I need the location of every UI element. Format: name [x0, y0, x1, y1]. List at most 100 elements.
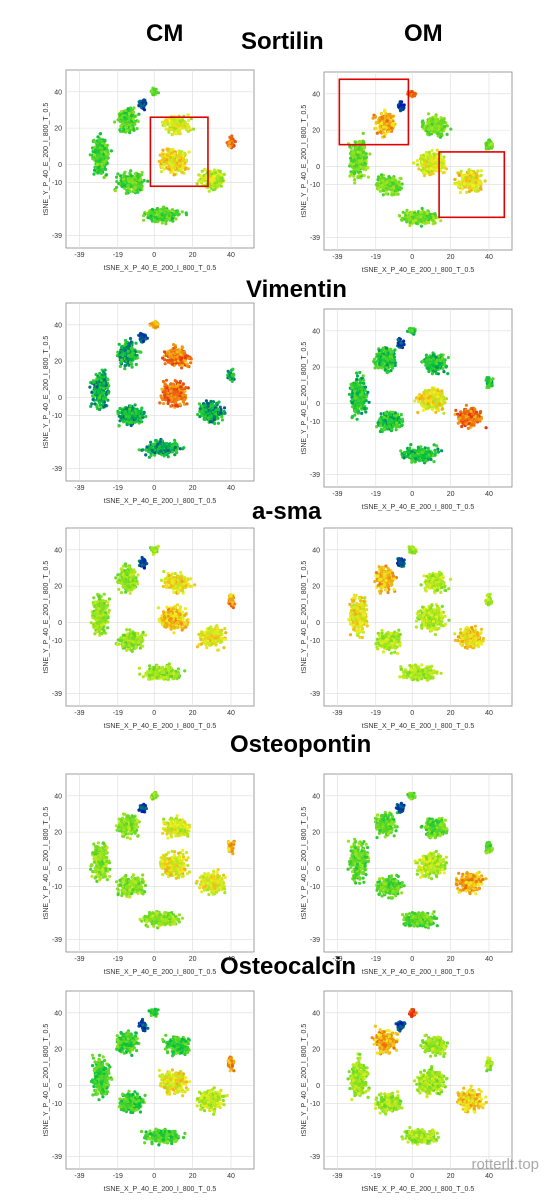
- scatter-point: [468, 186, 471, 189]
- scatter-point: [470, 171, 473, 174]
- x-tick-label: -19: [113, 485, 123, 492]
- scatter-point: [165, 128, 168, 131]
- scatter-point: [368, 152, 371, 155]
- scatter-point: [128, 415, 131, 418]
- y-tick-label: 20: [54, 126, 62, 133]
- y-tick-label: 20: [54, 359, 62, 366]
- scatter-point: [169, 443, 172, 446]
- scatter-point: [412, 161, 415, 164]
- scatter-point: [408, 224, 411, 227]
- scatter-point: [103, 161, 106, 164]
- scatter-point: [189, 361, 192, 364]
- scatter-point: [142, 219, 145, 222]
- scatter-point: [428, 151, 431, 154]
- scatter-point: [423, 159, 426, 162]
- scatter-point: [161, 149, 164, 152]
- scatter-point: [132, 355, 135, 358]
- scatter-point: [175, 451, 178, 454]
- scatter-point: [92, 173, 95, 176]
- scatter-point: [133, 123, 136, 126]
- scatter-point: [101, 373, 104, 376]
- scatter-point: [171, 217, 174, 220]
- scatter-point: [384, 116, 387, 119]
- scatter-point: [103, 140, 106, 143]
- scatter-point: [163, 214, 166, 217]
- scatter-point: [121, 122, 124, 125]
- scatter-point: [409, 218, 412, 221]
- scatter-point: [428, 123, 431, 126]
- scatter-point: [425, 165, 428, 168]
- scatter-point: [131, 412, 134, 415]
- scatter-point: [463, 182, 466, 185]
- scatter-point: [395, 185, 398, 188]
- scatter-point: [171, 363, 174, 366]
- scatter-point: [101, 400, 104, 403]
- scatter-point: [358, 160, 361, 163]
- scatter-point: [428, 127, 431, 130]
- scatter-point: [419, 215, 422, 218]
- scatter-point: [130, 185, 133, 188]
- scatter-point: [377, 175, 380, 178]
- scatter-point: [360, 148, 363, 151]
- y-tick-label: 0: [316, 164, 320, 171]
- scatter-point: [472, 176, 475, 179]
- scatter-point: [196, 182, 199, 185]
- scatter-point: [93, 402, 96, 405]
- scatter-point: [96, 171, 99, 174]
- scatter-point: [385, 181, 388, 184]
- scatter-point: [91, 157, 94, 160]
- scatter-point: [217, 180, 220, 183]
- scatter-point: [103, 372, 106, 375]
- scatter-point: [419, 157, 422, 160]
- scatter-point: [103, 176, 106, 179]
- x-axis-label: tSNE_X_P_40_E_200_I_800_T_0.5: [362, 267, 475, 274]
- scatter-point: [134, 172, 137, 175]
- scatter-point: [430, 167, 433, 170]
- scatter-point: [144, 337, 147, 340]
- scatter-point: [118, 343, 121, 346]
- y-tick-label: -39: [310, 235, 320, 242]
- scatter-point: [445, 167, 448, 170]
- scatter-point: [161, 153, 164, 156]
- scatter-point: [354, 140, 357, 143]
- scatter-point: [113, 120, 116, 123]
- scatter-point: [121, 130, 124, 133]
- y-tick-label: 20: [312, 128, 320, 135]
- scatter-point: [197, 173, 200, 176]
- scatter-point: [134, 178, 137, 181]
- scatter-point: [403, 103, 406, 106]
- scatter-point: [156, 325, 159, 328]
- scatter-point: [127, 412, 130, 415]
- y-tick-label: -10: [52, 180, 62, 187]
- scatter-point: [212, 177, 215, 180]
- scatter-point: [455, 183, 458, 186]
- scatter-point: [184, 153, 187, 156]
- scatter-point: [169, 156, 172, 159]
- scatter-point: [121, 409, 124, 412]
- scatter-point: [123, 347, 126, 350]
- scatter-point: [464, 173, 467, 176]
- scatter-point: [172, 343, 175, 346]
- scatter-point: [382, 193, 385, 196]
- scatter-point: [95, 394, 98, 397]
- scatter-point: [125, 192, 128, 195]
- scatter-point: [127, 346, 130, 349]
- x-tick-label: 40: [227, 252, 235, 259]
- scatter-point: [154, 320, 157, 323]
- scatter-point: [118, 128, 121, 131]
- scatter-point: [166, 147, 169, 150]
- x-tick-label: 0: [152, 485, 156, 492]
- scatter-point: [442, 171, 445, 174]
- scatter-point: [381, 116, 384, 119]
- scatter-point: [96, 135, 99, 138]
- scatter-point: [353, 181, 356, 184]
- scatter-point: [93, 169, 96, 172]
- scatter-point: [214, 171, 217, 174]
- scatter-point: [377, 187, 380, 190]
- scatter-point: [106, 387, 109, 390]
- scatter-point: [449, 128, 452, 131]
- scatter-point: [92, 395, 95, 398]
- scatter-point: [453, 178, 456, 181]
- scatter-point: [422, 167, 425, 170]
- scatter-point: [201, 178, 204, 181]
